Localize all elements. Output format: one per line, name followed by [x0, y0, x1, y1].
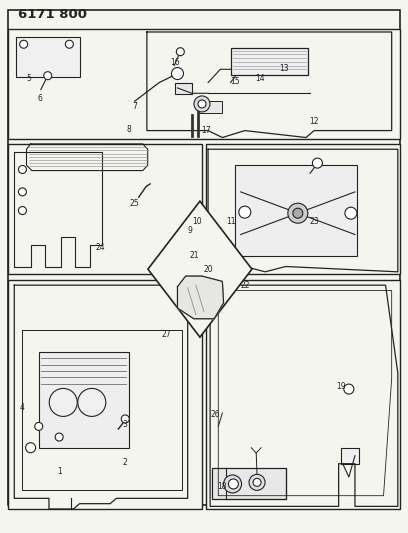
Polygon shape — [177, 276, 224, 319]
Circle shape — [293, 208, 303, 218]
Circle shape — [18, 206, 27, 215]
Text: 4: 4 — [20, 403, 25, 412]
Circle shape — [44, 71, 52, 80]
Bar — [8, 280, 202, 509]
Text: 27: 27 — [162, 330, 171, 339]
Text: 24: 24 — [95, 244, 105, 252]
Circle shape — [253, 478, 261, 487]
Circle shape — [65, 40, 73, 49]
Text: 18: 18 — [217, 482, 227, 490]
Text: 14: 14 — [255, 75, 265, 83]
Bar — [175, 83, 192, 94]
Text: 2: 2 — [122, 458, 127, 467]
Text: 21: 21 — [189, 252, 199, 260]
Text: 19: 19 — [336, 382, 346, 391]
Text: 12: 12 — [309, 117, 319, 126]
Bar — [212, 468, 286, 499]
Text: 15: 15 — [230, 77, 239, 85]
Bar — [235, 165, 357, 256]
Text: 7: 7 — [132, 102, 137, 111]
Text: 5: 5 — [26, 75, 31, 83]
Text: 23: 23 — [309, 217, 319, 225]
Circle shape — [26, 443, 35, 453]
Circle shape — [55, 433, 63, 441]
Circle shape — [345, 207, 357, 219]
Text: 8: 8 — [126, 125, 131, 134]
Text: 20: 20 — [203, 265, 213, 273]
Bar — [341, 448, 359, 464]
Circle shape — [176, 47, 184, 56]
Circle shape — [344, 384, 354, 394]
Circle shape — [313, 158, 322, 168]
Circle shape — [194, 96, 210, 112]
Circle shape — [249, 474, 265, 490]
Circle shape — [288, 203, 308, 223]
Circle shape — [35, 422, 43, 431]
Text: 16: 16 — [171, 59, 180, 67]
Circle shape — [49, 389, 77, 416]
Text: 1: 1 — [57, 467, 62, 476]
Circle shape — [20, 40, 28, 49]
Bar — [199, 101, 222, 113]
Bar — [231, 48, 308, 75]
Text: 17: 17 — [201, 126, 211, 135]
Text: 11: 11 — [226, 217, 235, 225]
Circle shape — [228, 479, 238, 489]
Circle shape — [224, 475, 242, 493]
Circle shape — [121, 415, 129, 423]
Circle shape — [18, 188, 27, 196]
Text: 26: 26 — [210, 410, 220, 419]
Text: 6171 800: 6171 800 — [18, 8, 87, 21]
Bar — [8, 29, 400, 139]
Circle shape — [171, 68, 184, 79]
Text: 13: 13 — [279, 64, 288, 72]
Bar — [39, 352, 129, 448]
Circle shape — [198, 100, 206, 108]
Polygon shape — [148, 201, 252, 337]
Text: 6: 6 — [38, 94, 42, 103]
Text: 25: 25 — [129, 199, 139, 208]
Bar — [206, 144, 400, 274]
Text: 10: 10 — [193, 217, 202, 225]
Text: 9: 9 — [187, 226, 192, 235]
Circle shape — [18, 165, 27, 174]
Text: 3: 3 — [122, 421, 127, 429]
Text: 22: 22 — [240, 281, 250, 289]
Bar — [8, 144, 202, 274]
Circle shape — [239, 206, 251, 218]
Circle shape — [78, 389, 106, 416]
Bar — [206, 280, 400, 509]
Bar — [16, 37, 80, 77]
